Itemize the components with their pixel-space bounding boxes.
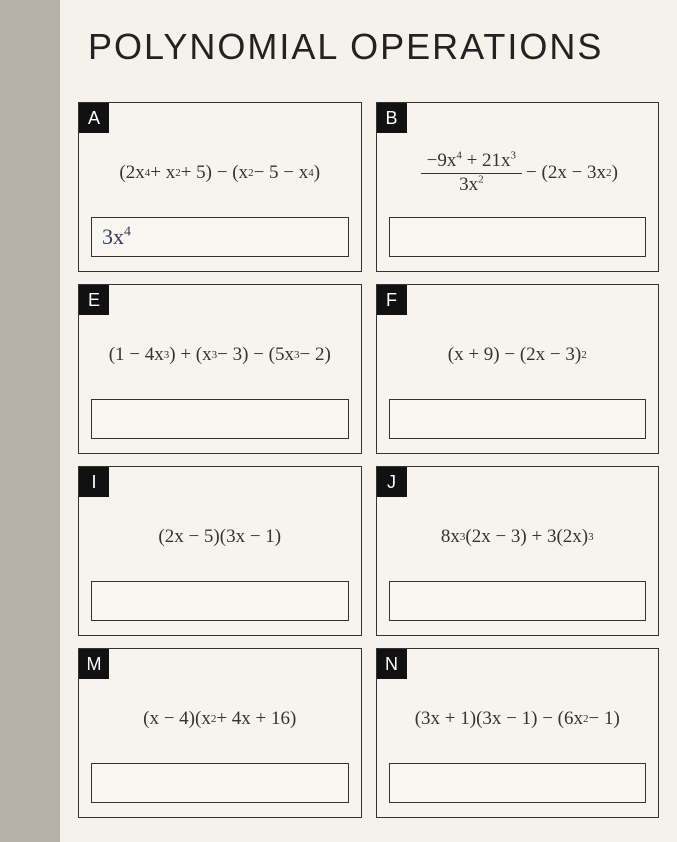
problem-grid: A (2x4 + x2 + 5) − (x2 − 5 − x4) 3x4 B −…	[78, 102, 659, 818]
expression: (2x − 5)(3x − 1)	[79, 509, 361, 565]
expression: (x + 9) − (2x − 3)2	[377, 327, 659, 383]
cell-tag: E	[79, 285, 109, 315]
cell-tag: N	[377, 649, 407, 679]
answer-box[interactable]: 3x4	[91, 217, 349, 257]
answer-box[interactable]	[389, 581, 647, 621]
answer-box[interactable]	[91, 763, 349, 803]
answer-box[interactable]	[91, 581, 349, 621]
cell-n: N (3x + 1)(3x − 1) − (6x2 − 1)	[376, 648, 660, 818]
answer-box[interactable]	[91, 399, 349, 439]
cell-m: M (x − 4)(x2 + 4x + 16)	[78, 648, 362, 818]
cell-tag: A	[79, 103, 109, 133]
worksheet-page: POLYNOMIAL OPERATIONS A (2x4 + x2 + 5) −…	[60, 0, 677, 842]
answer-box[interactable]	[389, 763, 647, 803]
expression: (2x4 + x2 + 5) − (x2 − 5 − x4)	[79, 145, 361, 201]
cell-b: B −9x4 + 21x33x2 − (2x − 3x2)	[376, 102, 660, 272]
expression: (x − 4)(x2 + 4x + 16)	[79, 691, 361, 747]
cell-tag: F	[377, 285, 407, 315]
handwritten-answer: 3x4	[102, 224, 131, 250]
cell-tag: B	[377, 103, 407, 133]
answer-box[interactable]	[389, 399, 647, 439]
expression: 8x3(2x − 3) + 3(2x)3	[377, 509, 659, 565]
cell-i: I (2x − 5)(3x − 1)	[78, 466, 362, 636]
expression: −9x4 + 21x33x2 − (2x − 3x2)	[377, 145, 659, 201]
cell-tag: I	[79, 467, 109, 497]
cell-tag: J	[377, 467, 407, 497]
cell-a: A (2x4 + x2 + 5) − (x2 − 5 − x4) 3x4	[78, 102, 362, 272]
answer-box[interactable]	[389, 217, 647, 257]
expression: (3x + 1)(3x − 1) − (6x2 − 1)	[377, 691, 659, 747]
page-title: POLYNOMIAL OPERATIONS	[88, 26, 659, 68]
cell-e: E (1 − 4x3) + (x3 − 3) − (5x3 − 2)	[78, 284, 362, 454]
cell-f: F (x + 9) − (2x − 3)2	[376, 284, 660, 454]
cell-j: J 8x3(2x − 3) + 3(2x)3	[376, 466, 660, 636]
cell-tag: M	[79, 649, 109, 679]
expression: (1 − 4x3) + (x3 − 3) − (5x3 − 2)	[79, 327, 361, 383]
